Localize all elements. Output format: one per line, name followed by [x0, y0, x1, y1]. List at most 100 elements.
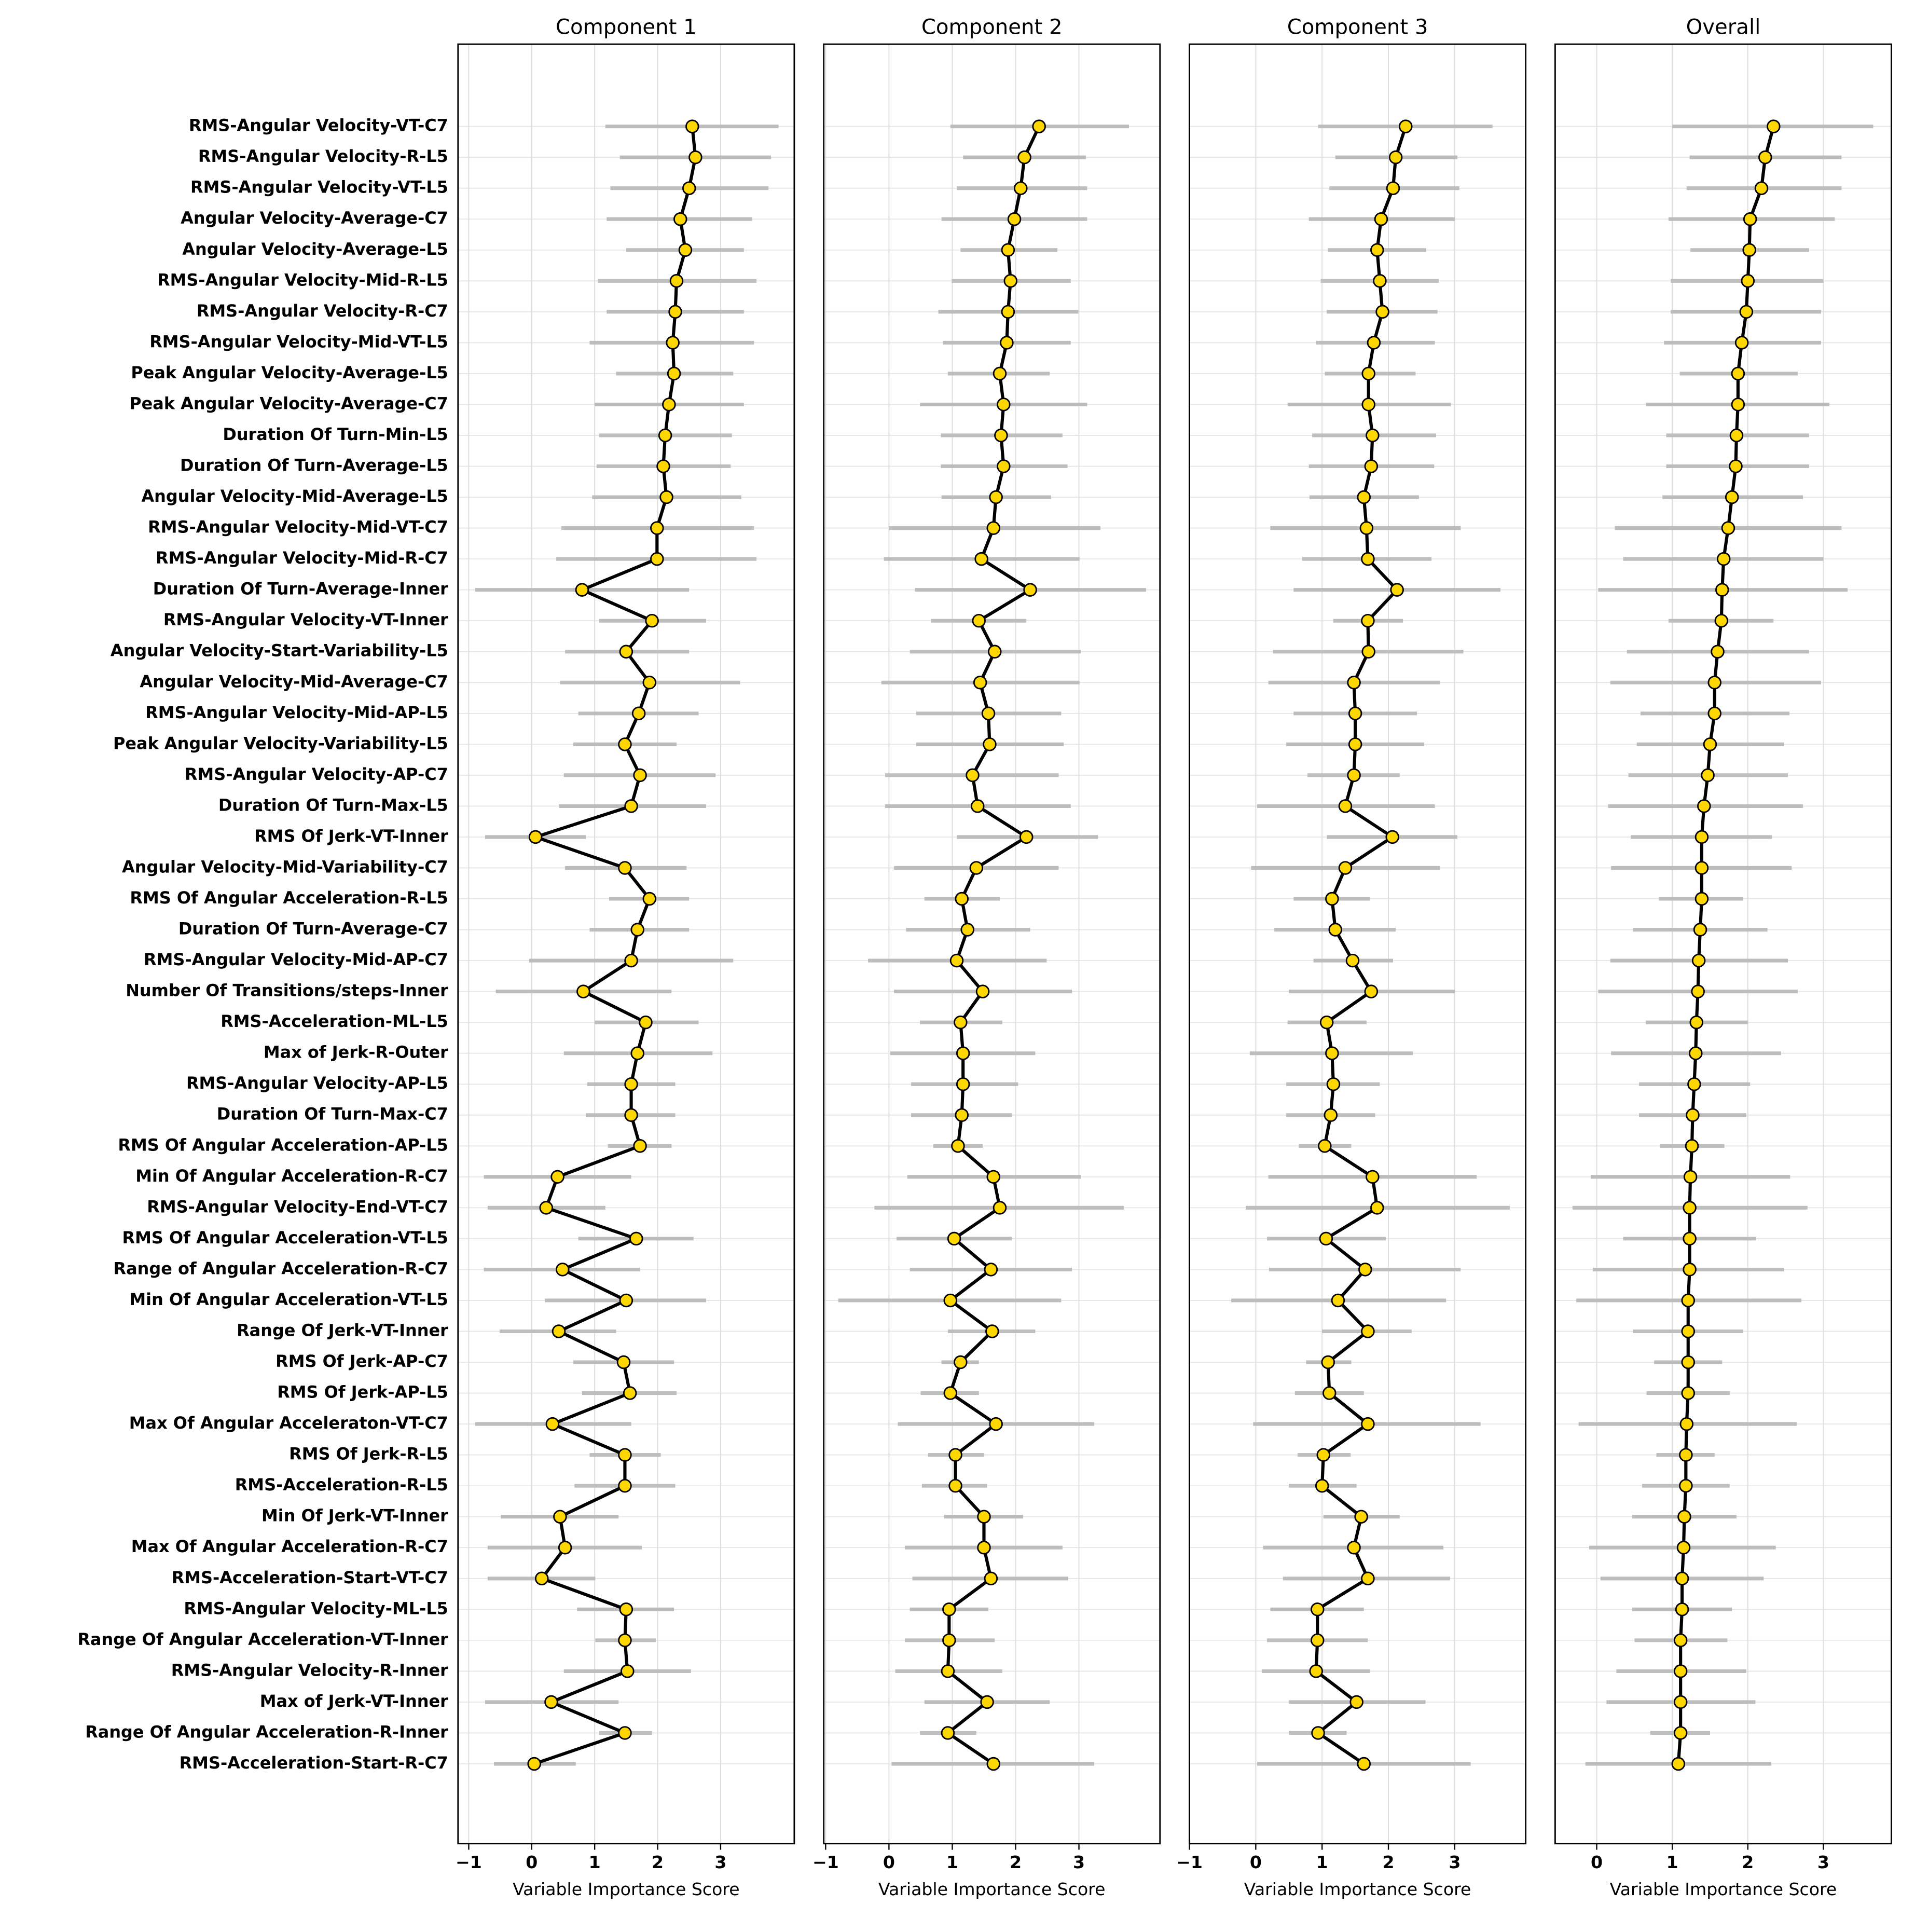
point — [955, 892, 969, 906]
x-tick-label: −1 — [812, 1852, 839, 1872]
point — [1725, 490, 1739, 504]
panel-title: Component 3 — [1287, 15, 1428, 39]
point — [1032, 119, 1046, 133]
point — [1691, 984, 1705, 998]
point — [1703, 737, 1717, 751]
point — [1347, 1540, 1361, 1555]
x-tick-label: 2 — [1383, 1852, 1395, 1872]
point — [986, 521, 1001, 535]
point — [619, 1602, 633, 1616]
point — [984, 1571, 998, 1586]
point — [1325, 1046, 1339, 1060]
point — [1348, 706, 1362, 721]
point — [1673, 1726, 1688, 1740]
point — [1328, 923, 1343, 937]
point — [619, 1293, 633, 1308]
point — [662, 398, 676, 412]
point — [1007, 212, 1022, 226]
category-label: Duration Of Turn-Max-C7 — [217, 1104, 448, 1124]
category-label: RMS Of Angular Acceleration-VT-L5 — [122, 1228, 448, 1248]
point — [973, 676, 987, 690]
point — [1734, 336, 1749, 350]
point — [1357, 1757, 1371, 1771]
point — [1361, 645, 1375, 659]
point — [1754, 181, 1769, 195]
category-label: Range Of Jerk-VT-Inner — [237, 1320, 448, 1340]
category-label: Min Of Angular Acceleration-VT-L5 — [129, 1290, 448, 1309]
panel-title: Overall — [1686, 15, 1761, 39]
point — [1694, 830, 1709, 844]
point — [997, 398, 1011, 412]
point — [1683, 1231, 1697, 1246]
point — [1349, 1695, 1363, 1709]
point — [984, 1263, 998, 1277]
point — [969, 861, 984, 875]
category-label: Max of Jerk-R-Outer — [264, 1043, 448, 1062]
category-label: RMS Of Jerk-AP-C7 — [275, 1351, 448, 1371]
category-label: Duration Of Turn-Average-L5 — [180, 456, 448, 475]
category-label: Angular Velocity-Average-C7 — [181, 208, 448, 228]
point — [989, 1417, 1003, 1431]
x-tick-label: 0 — [1591, 1852, 1603, 1872]
point — [1361, 366, 1375, 381]
point — [629, 1231, 643, 1246]
point — [1370, 243, 1384, 257]
point — [624, 1108, 638, 1122]
point — [1711, 645, 1725, 659]
point — [983, 737, 997, 751]
x-tick-label: −1 — [456, 1852, 482, 1872]
point — [656, 459, 670, 473]
point — [1023, 583, 1037, 597]
point — [987, 645, 1002, 659]
category-label: Duration Of Turn-Max-L5 — [218, 795, 448, 815]
category-label: Range Of Angular Acceleration-VT-Inner — [77, 1629, 448, 1649]
point — [1358, 1263, 1372, 1277]
point — [1001, 305, 1015, 319]
x-tick-label: 1 — [946, 1852, 958, 1872]
point — [1679, 1478, 1693, 1493]
point — [1390, 583, 1404, 597]
point — [642, 676, 657, 690]
point — [624, 1077, 638, 1091]
point — [1677, 1510, 1691, 1524]
point — [1693, 923, 1707, 937]
category-label: Peak Angular Velocity-Average-L5 — [131, 363, 448, 382]
point — [1681, 1386, 1695, 1400]
point — [1359, 521, 1374, 535]
point — [1322, 1386, 1337, 1400]
point — [618, 1726, 632, 1740]
category-label: Range of Angular Acceleration-R-C7 — [114, 1258, 448, 1278]
category-label: Angular Velocity-Start-Variability-L5 — [111, 641, 448, 661]
point — [1689, 1046, 1703, 1060]
category-label: RMS Of Angular Acceleration-R-L5 — [130, 888, 448, 908]
category-label: Angular Velocity-Average-L5 — [182, 239, 448, 259]
point — [1361, 398, 1375, 412]
point — [1681, 1324, 1695, 1338]
x-tick-label: 3 — [1073, 1852, 1085, 1872]
point — [947, 1231, 961, 1246]
point — [544, 1695, 558, 1709]
point — [974, 552, 988, 566]
x-tick-label: 0 — [1250, 1852, 1262, 1872]
point — [624, 799, 638, 813]
point — [943, 1293, 958, 1308]
point — [1309, 1664, 1323, 1678]
point — [955, 1108, 969, 1122]
panel-frame — [1554, 43, 1892, 1845]
x-axis-label: Variable Importance Score — [1610, 1879, 1837, 1899]
category-label: RMS-Angular Velocity-Mid-AP-L5 — [145, 703, 448, 722]
x-tick-label: 2 — [652, 1852, 664, 1872]
x-tick-label: 3 — [1449, 1852, 1461, 1872]
point — [616, 1355, 631, 1369]
point — [618, 1633, 632, 1648]
point — [1758, 150, 1772, 165]
x-tick-label: 3 — [714, 1852, 726, 1872]
panel-title: Component 1 — [556, 15, 697, 39]
x-tick-label: 1 — [589, 1852, 601, 1872]
point — [678, 243, 693, 257]
point — [951, 1139, 965, 1153]
category-label: RMS-Angular Velocity-R-L5 — [198, 146, 448, 166]
point — [1348, 737, 1362, 751]
point — [1731, 366, 1745, 381]
point — [1399, 119, 1413, 133]
